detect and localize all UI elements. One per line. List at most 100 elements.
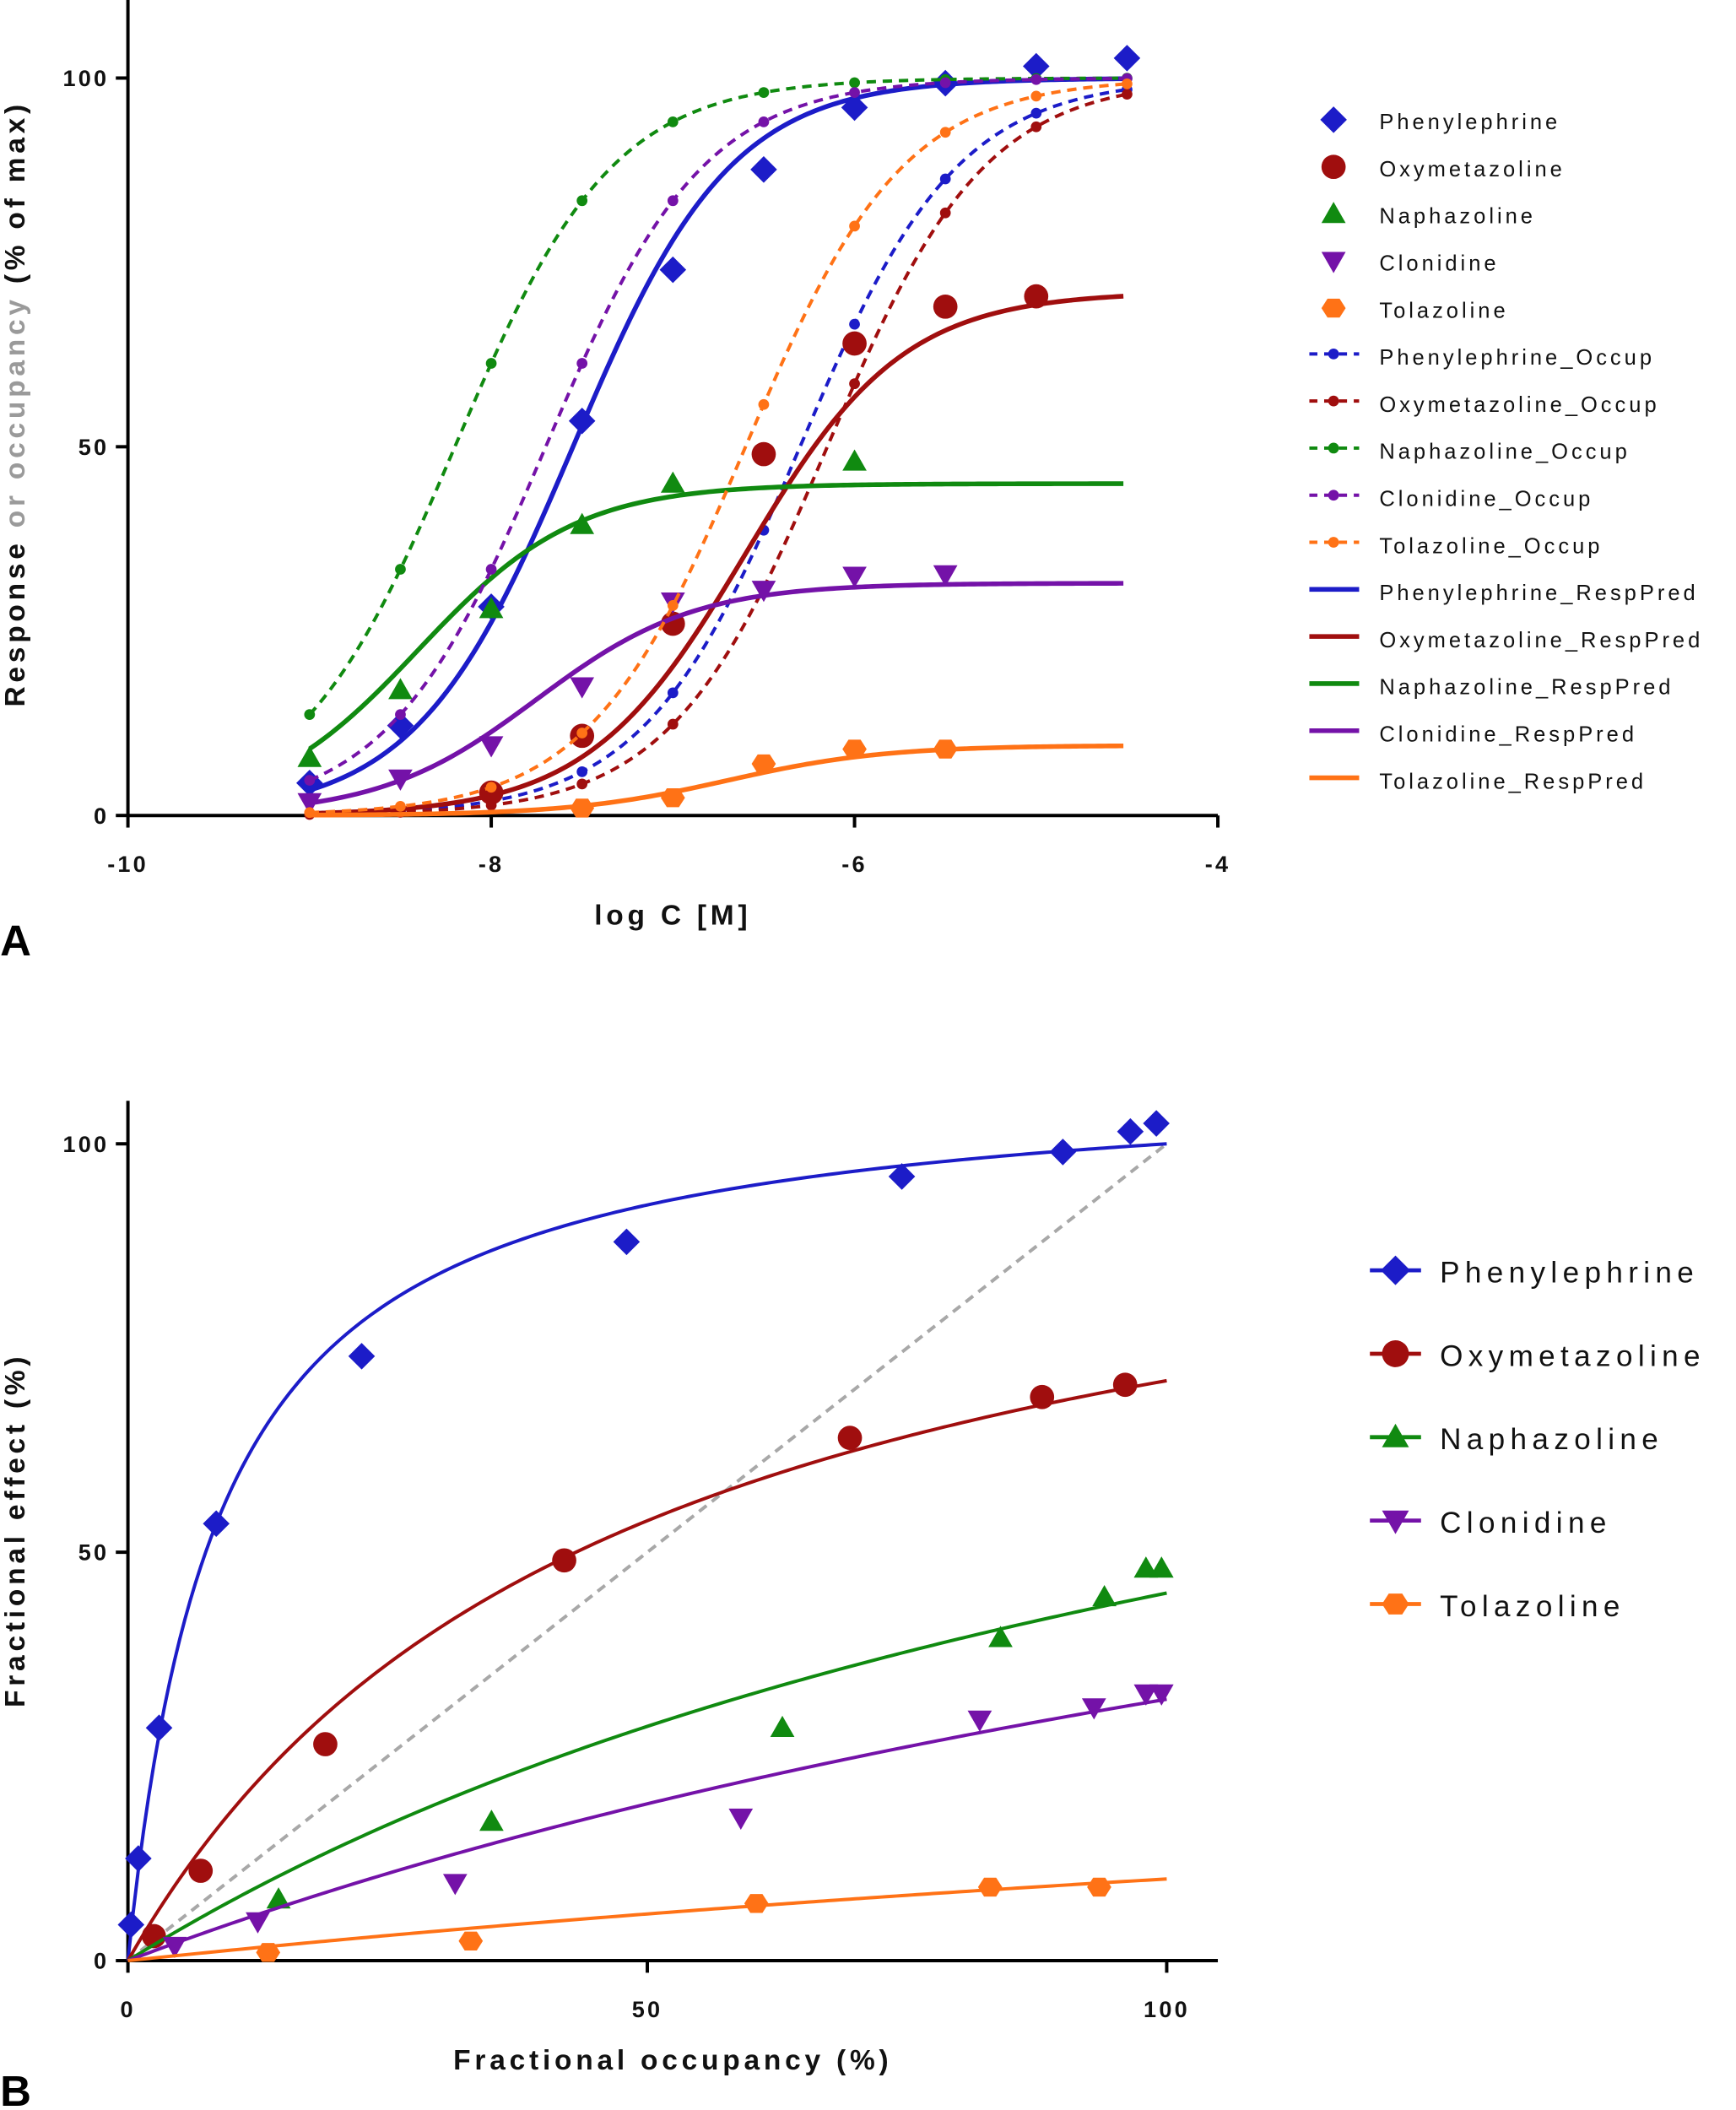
clonidine-data-point bbox=[1081, 1698, 1106, 1720]
legend-a-item-phenylephrine-occup: Phenylephrine_Occup bbox=[1309, 346, 1652, 370]
clonidine-data-point bbox=[570, 677, 595, 699]
clonidine-data-point bbox=[479, 736, 504, 758]
clonidine-data-point bbox=[842, 566, 867, 588]
legend-a-item-naphazoline-resppred: Naphazoline_RespPred bbox=[1309, 676, 1674, 700]
phenylephrine-occup-point bbox=[667, 687, 679, 699]
tolazoline-occup-point bbox=[576, 728, 588, 738]
tolazoline-occup-point bbox=[667, 600, 679, 611]
naphazoline-resppred-curve bbox=[308, 481, 1124, 751]
phenylephrine-occup-point bbox=[939, 173, 951, 185]
phenylephrine-data-point bbox=[117, 1911, 145, 1939]
chart-b-x-tick-label: 0 bbox=[120, 1996, 135, 2022]
naphazoline-data-point bbox=[297, 745, 322, 767]
tolazoline-occup-point bbox=[485, 782, 497, 793]
oxymetazoline-data-point bbox=[1024, 284, 1049, 309]
legend-b-label: Oxymetazoline bbox=[1440, 1339, 1706, 1372]
chart-a-x-tick-label: -8 bbox=[479, 851, 504, 877]
clonidine-occup-point bbox=[939, 77, 951, 89]
chart-b-y-tick-label: 100 bbox=[62, 1131, 109, 1157]
naphazoline-data-point bbox=[842, 449, 867, 471]
y-label-part-2: or occupancy bbox=[0, 295, 31, 528]
phenylephrine-data-point bbox=[568, 407, 596, 435]
oxymetazoline-occup-point bbox=[939, 207, 951, 219]
naphazoline-data-point bbox=[266, 1887, 291, 1909]
legend-a-item-naphazoline: Naphazoline bbox=[1321, 202, 1536, 229]
phenylephrine-data-point bbox=[145, 1714, 173, 1741]
legend-dot bbox=[1328, 348, 1339, 360]
naphazoline-occup-point bbox=[485, 358, 497, 369]
legend-b-label: Clonidine bbox=[1440, 1507, 1612, 1539]
phenylephrine-occup-point bbox=[849, 318, 860, 330]
phenylephrine-data-point bbox=[613, 1228, 641, 1256]
legend-a-label: Oxymetazoline_RespPred bbox=[1379, 629, 1703, 652]
legend-a-label: Phenylephrine_RespPred bbox=[1379, 582, 1698, 605]
naphazoline-occup-point bbox=[304, 709, 316, 721]
oxymetazoline-data-point bbox=[188, 1858, 214, 1883]
clonidine-legend-marker bbox=[1321, 252, 1346, 273]
tolazoline-fit-curve bbox=[127, 1877, 1167, 1963]
tolazoline-occup-point bbox=[1122, 78, 1133, 89]
naphazoline-fit-curve bbox=[127, 1591, 1167, 1962]
naphazoline-data-point bbox=[660, 471, 685, 493]
tolazoline-data-point bbox=[458, 1931, 484, 1950]
oxymetazoline-data-point bbox=[552, 1548, 576, 1573]
chart-a-y-label: Response or occupancy (% of max) bbox=[0, 100, 31, 706]
oxymetazoline-data-point bbox=[837, 1426, 863, 1450]
phenylephrine-data-point bbox=[841, 94, 868, 122]
clonidine-legend-marker bbox=[1382, 1510, 1409, 1534]
tolazoline-occup-point bbox=[1030, 90, 1042, 102]
phenylephrine-data-point bbox=[659, 256, 687, 284]
tolazoline-legend-marker bbox=[1321, 298, 1346, 318]
clonidine-occup-point bbox=[395, 709, 406, 721]
phenylephrine-data-point bbox=[1113, 45, 1141, 72]
legend-b-label: Naphazoline bbox=[1440, 1423, 1663, 1456]
legend-a-item-phenylephrine-resppred: Phenylephrine_RespPred bbox=[1309, 582, 1698, 605]
clonidine-data-point bbox=[967, 1710, 992, 1732]
legend-a-item-oxymetazoline: Oxymetazoline bbox=[1321, 154, 1565, 181]
oxymetazoline-data-point bbox=[1112, 1372, 1138, 1398]
oxymetazoline-data-point bbox=[751, 441, 776, 467]
clonidine-occup-point bbox=[849, 87, 860, 98]
oxymetazoline-resppred-curve bbox=[309, 294, 1124, 816]
legend-a-label: Oxymetazoline_Occup bbox=[1379, 393, 1659, 417]
clonidine-occup-point bbox=[1030, 73, 1042, 85]
oxymetazoline-fit-curve bbox=[126, 1378, 1167, 1962]
naphazoline-data-point bbox=[1149, 1556, 1174, 1578]
phenylephrine-occup-point bbox=[1030, 107, 1042, 119]
oxymetazoline-occup-point bbox=[1030, 121, 1042, 133]
legend-dot bbox=[1328, 537, 1339, 548]
chart-a-x-tick-label: -10 bbox=[107, 851, 149, 877]
clonidine-occup-point bbox=[758, 116, 770, 127]
legend-a-label: Clonidine bbox=[1379, 252, 1499, 275]
oxymetazoline-legend-marker bbox=[1382, 1340, 1409, 1367]
legend-a-item-oxymetazoline-resppred: Oxymetazoline_RespPred bbox=[1309, 629, 1703, 652]
panel-label-b: B bbox=[0, 2067, 31, 2110]
legend-a-label: Naphazoline bbox=[1379, 205, 1536, 229]
chart-b-x-tick-label: 50 bbox=[632, 1996, 663, 2022]
clonidine-data-point bbox=[246, 1912, 270, 1934]
legend-a-label: Phenylephrine bbox=[1379, 111, 1560, 134]
naphazoline-data-point bbox=[1092, 1585, 1117, 1607]
legend-a-item-clonidine-occup: Clonidine_Occup bbox=[1309, 487, 1590, 511]
legend-a-item-oxymetazoline-occup: Oxymetazoline_Occup bbox=[1309, 393, 1659, 417]
legend-a-item-clonidine-resppred: Clonidine_RespPred bbox=[1309, 723, 1634, 747]
legend-a-item-phenylephrine: Phenylephrine bbox=[1320, 106, 1560, 134]
legend-b-label: Phenylephrine bbox=[1440, 1256, 1699, 1289]
phenylephrine-data-point bbox=[203, 1510, 230, 1538]
tolazoline-data-point bbox=[744, 1894, 769, 1913]
clonidine-occup-curve bbox=[309, 77, 1124, 782]
naphazoline-data-point bbox=[570, 512, 595, 534]
legend-a-label: Naphazoline_RespPred bbox=[1379, 676, 1674, 700]
clonidine-data-point bbox=[933, 565, 958, 587]
legend-dot bbox=[1328, 490, 1339, 501]
chart-b: 0 50 100 0 50 100 Phenylephrine Oxymetazoline Na… bbox=[62, 1101, 1706, 2022]
legend-a-label: Tolazoline_Occup bbox=[1379, 534, 1603, 558]
naphazoline-data-point bbox=[479, 597, 504, 619]
naphazoline-occup-point bbox=[667, 116, 679, 127]
legend-a-label: Oxymetazoline bbox=[1379, 158, 1565, 181]
clonidine-data-point bbox=[442, 1874, 468, 1896]
naphazoline-data-point bbox=[479, 1810, 504, 1831]
chart-a-y-tick-label: 100 bbox=[62, 65, 109, 91]
legend-b-item-oxymetazoline: Oxymetazoline bbox=[1370, 1339, 1706, 1372]
